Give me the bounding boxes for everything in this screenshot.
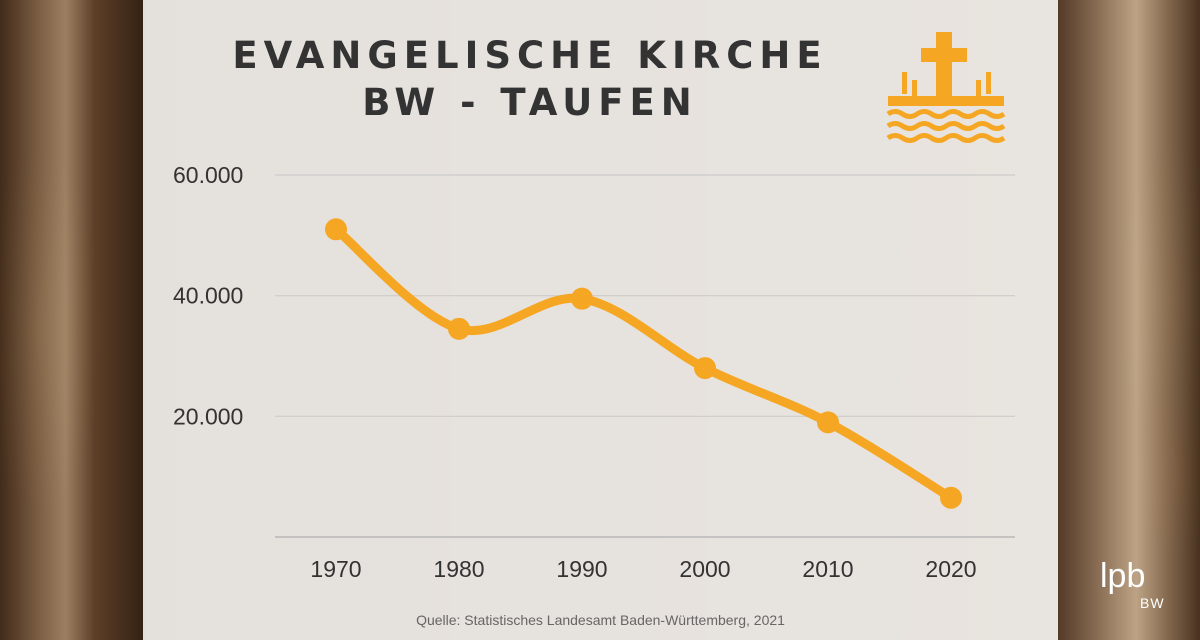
- cross-over-water-icon: [886, 32, 1006, 143]
- background-pillar-left: [0, 0, 145, 640]
- y-tick-label: 20.000: [173, 403, 243, 429]
- data-point: [448, 317, 470, 340]
- x-tick-label: 1970: [310, 556, 361, 582]
- x-tick-label: 1980: [433, 556, 484, 582]
- x-tick-label: 2000: [679, 556, 730, 582]
- source-note: Quelle: Statistisches Landesamt Baden-Wü…: [416, 612, 785, 628]
- y-tick-label: 40.000: [173, 283, 243, 309]
- data-point: [940, 486, 962, 509]
- series-line: [331, 224, 956, 503]
- logo-sub-text: BW: [1140, 595, 1165, 611]
- data-point: [571, 287, 593, 310]
- x-tick-label: 2020: [925, 556, 976, 582]
- data-point: [325, 218, 347, 241]
- data-point: [817, 411, 839, 434]
- title-line-2: BW - TAUFEN: [362, 81, 698, 124]
- lpb-logo: lpb BW: [1100, 557, 1164, 611]
- chart-panel: [143, 0, 1058, 640]
- chart-title: EVANGELISCHE KIRCHE BW - TAUFEN: [160, 32, 900, 126]
- x-tick-label: 2010: [802, 556, 853, 582]
- background-pillar-right: [1058, 0, 1200, 640]
- logo-main-text: lpb: [1100, 557, 1146, 595]
- data-point: [694, 357, 716, 380]
- title-line-1: EVANGELISCHE KIRCHE: [232, 34, 828, 77]
- x-tick-label: 1990: [556, 556, 607, 582]
- y-tick-label: 60.000: [173, 162, 243, 188]
